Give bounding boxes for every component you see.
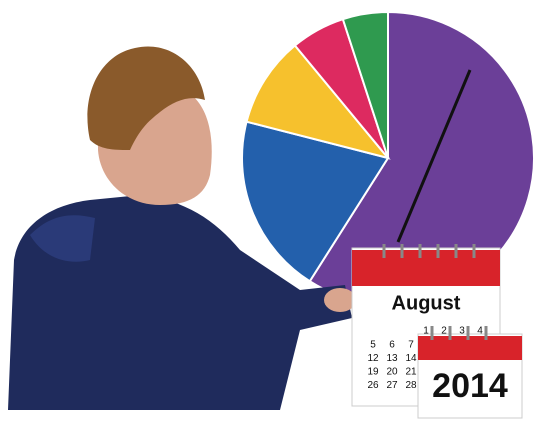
calendar-date: 1	[423, 326, 429, 337]
calendar-date: 6	[389, 340, 395, 351]
calendar-date: 27	[386, 380, 398, 391]
calendar-date: 19	[367, 367, 379, 378]
calendar-date: 14	[405, 353, 417, 364]
calendar-date: 2	[441, 326, 447, 337]
calendar-date: 3	[459, 326, 465, 337]
illustration: August 567121314192021262728 1234 2014	[0, 0, 536, 422]
calendar-date: 5	[370, 340, 376, 351]
calendar-date: 21	[405, 367, 417, 378]
calendar-date: 7	[408, 340, 414, 351]
calendar-year: 2014	[432, 367, 508, 405]
calendar-date: 20	[386, 367, 398, 378]
calendar-date: 13	[386, 353, 398, 364]
calendar-header	[418, 336, 522, 360]
calendar-date: 12	[367, 353, 379, 364]
calendar-month: August	[392, 292, 461, 314]
year-calendar: 1 2 3 4 2014	[418, 326, 522, 418]
calendar-date: 4	[477, 326, 483, 337]
hand	[324, 288, 356, 312]
calendar-date: 26	[367, 380, 379, 391]
calendar-header	[352, 250, 500, 286]
calendar-date: 28	[405, 380, 417, 391]
